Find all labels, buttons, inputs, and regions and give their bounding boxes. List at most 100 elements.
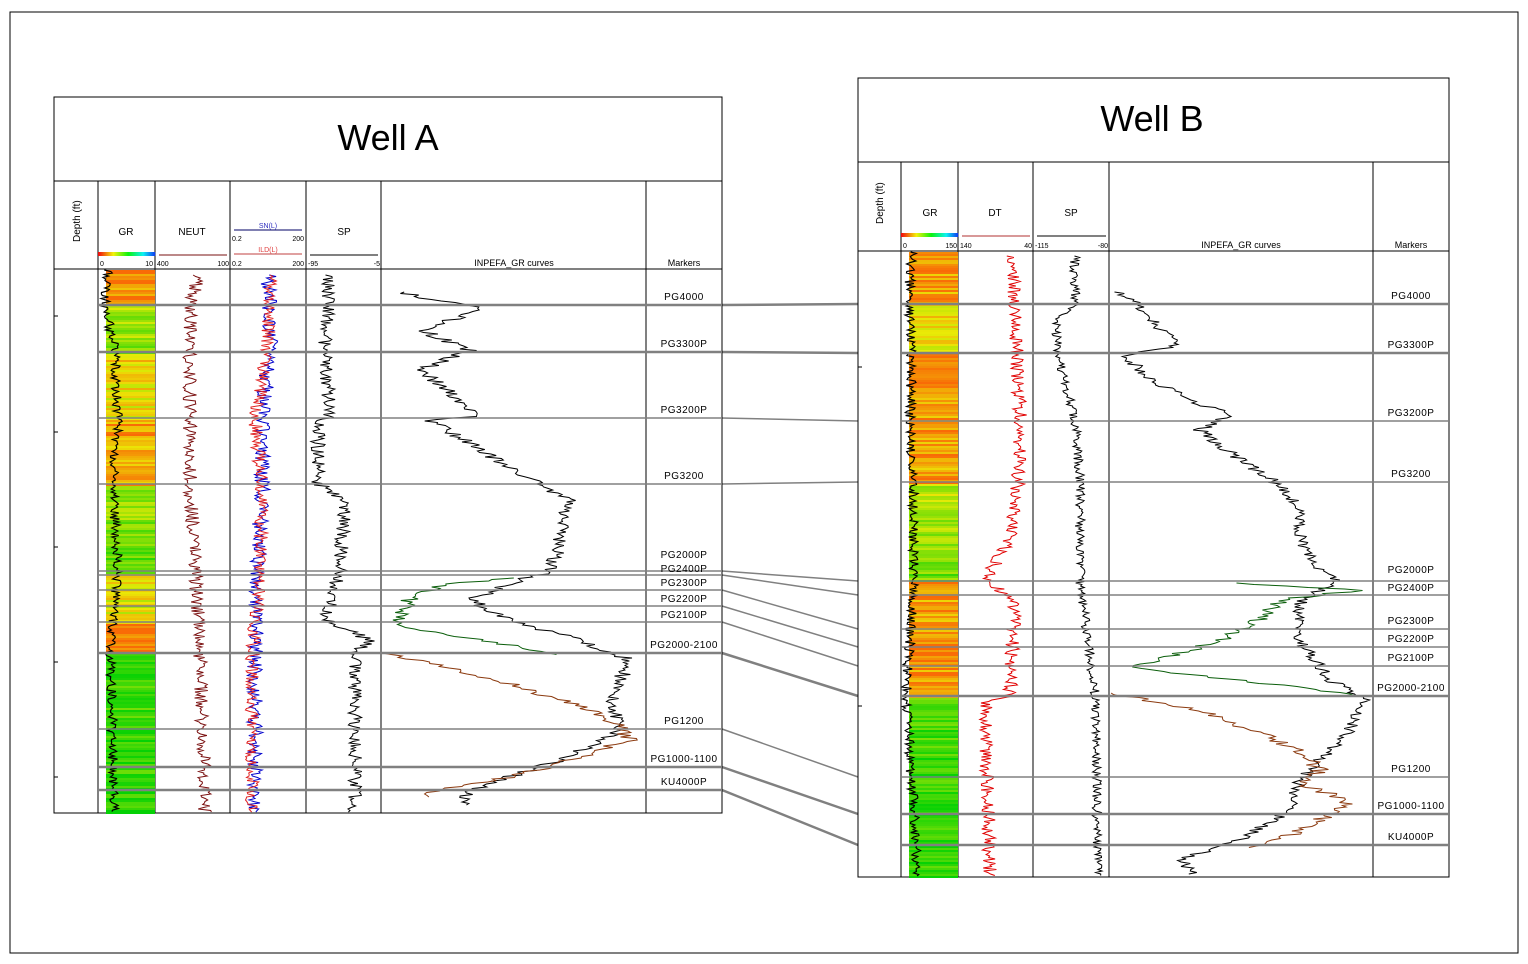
- gr-color-scale: [926, 233, 928, 237]
- gr-color-fill: [909, 558, 958, 560]
- gr-color-fill: [106, 426, 155, 428]
- gr-color-fill: [909, 544, 958, 546]
- gr-color-fill: [909, 264, 958, 266]
- dt-scale-min: 140: [960, 243, 972, 250]
- gr-color-fill: [909, 314, 958, 316]
- gr-color-fill: [909, 452, 958, 454]
- gr-color-fill: [909, 512, 958, 514]
- gr-color-scale: [120, 252, 122, 256]
- gr-color-fill: [909, 444, 958, 446]
- gr-color-fill: [909, 434, 958, 436]
- marker-label: PG3200P: [1388, 408, 1435, 419]
- gr-color-scale: [103, 252, 105, 256]
- gr-color-fill: [909, 602, 958, 604]
- gr-color-fill: [909, 258, 958, 260]
- gr-color-scale: [126, 252, 128, 256]
- gr-color-fill: [909, 312, 958, 314]
- gr-color-fill: [106, 296, 155, 298]
- gr-color-fill: [909, 872, 958, 874]
- gr-color-fill: [909, 456, 958, 458]
- gr-color-fill: [106, 804, 155, 806]
- log-curves: [54, 162, 1374, 878]
- gr-color-fill: [106, 372, 155, 374]
- gr-color-fill: [909, 614, 958, 616]
- gr-color-fill: [909, 270, 958, 272]
- gr-color-scale: [950, 233, 952, 237]
- gr-color-scale: [105, 252, 107, 256]
- gr-color-fill: [106, 642, 155, 644]
- gr-color-scale: [944, 233, 946, 237]
- gr-color-fill: [909, 732, 958, 734]
- gr-color-scale: [148, 252, 150, 256]
- gr-color-fill: [106, 378, 155, 380]
- marker-label: PG2000-2100: [650, 640, 718, 651]
- gr-color-scale: [923, 233, 925, 237]
- gr-color-scale: [904, 233, 906, 237]
- gr-color-fill: [909, 634, 958, 636]
- gr-color-fill: [909, 736, 958, 738]
- gr-color-fill: [106, 382, 155, 384]
- gr-color-fill: [909, 622, 958, 624]
- marker-label: PG3200: [1391, 469, 1431, 480]
- gr-color-fill: [909, 516, 958, 518]
- gr-color-scale: [129, 252, 131, 256]
- gr-color-fill: [106, 688, 155, 690]
- gr-color-fill: [106, 784, 155, 786]
- gr-color-fill: [909, 800, 958, 802]
- sp-scale-max: -80: [1098, 243, 1108, 250]
- gr-color-fill: [909, 860, 958, 862]
- gr-color-scale: [136, 252, 138, 256]
- well-a-title: Well A: [337, 117, 438, 158]
- gr-color-fill: [106, 398, 155, 400]
- gr-color-fill: [909, 538, 958, 540]
- gr-color-fill: [106, 286, 155, 288]
- gr-color-fill: [909, 604, 958, 606]
- gr-color-fill: [106, 528, 155, 530]
- correlation-line: [721, 728, 859, 778]
- marker-label: PG4000: [664, 292, 704, 303]
- marker-label: PG3200: [664, 471, 704, 482]
- correlation-line: [721, 621, 859, 667]
- gr-color-scale: [135, 252, 137, 256]
- gr-color-fill: [106, 380, 155, 382]
- gr-color-fill: [909, 752, 958, 754]
- gr-color-fill: [106, 420, 155, 422]
- gr-color-fill: [909, 526, 958, 528]
- marker-label: PG2200P: [661, 594, 708, 605]
- gr-color-fill: [106, 808, 155, 810]
- gr-color-fill: [106, 680, 155, 682]
- gr-color-fill: [909, 510, 958, 512]
- gr-color-fill: [909, 430, 958, 432]
- gr-color-scale: [909, 233, 911, 237]
- gr-color-scale: [124, 252, 126, 256]
- gr-color-fill: [909, 600, 958, 602]
- gr-color-fill: [106, 490, 155, 492]
- gr-color-fill: [909, 566, 958, 568]
- gr-color-fill: [106, 316, 155, 318]
- gr-color-fill: [909, 262, 958, 264]
- markers-track-label: Markers: [1395, 240, 1428, 250]
- gr-color-fill: [909, 414, 958, 416]
- gr-color-fill: [909, 632, 958, 634]
- gr-color-fill: [909, 874, 958, 876]
- gr-color-fill: [106, 740, 155, 742]
- gr-color-fill: [909, 482, 958, 484]
- gr-color-fill: [106, 668, 155, 670]
- gr-color-fill: [106, 586, 155, 588]
- gr-color-fill: [106, 414, 155, 416]
- gr-color-fill: [106, 560, 155, 562]
- gr-color-scale: [937, 233, 939, 237]
- gr-color-fill: [909, 598, 958, 600]
- gr-scale-min: 0: [903, 243, 907, 250]
- sp-scale-min: -95: [308, 261, 318, 268]
- gr-color-fill: [106, 438, 155, 440]
- gr-color-scale: [108, 252, 110, 256]
- gr-color-fill: [909, 822, 958, 824]
- gr-color-fill: [106, 682, 155, 684]
- gr-color-fill: [909, 618, 958, 620]
- gr-color-fill: [909, 754, 958, 756]
- gr-color-fill: [909, 638, 958, 640]
- ild-curve-label: ILD(L): [258, 247, 277, 254]
- gr-color-fill: [106, 536, 155, 538]
- gr-color-fill: [106, 452, 155, 454]
